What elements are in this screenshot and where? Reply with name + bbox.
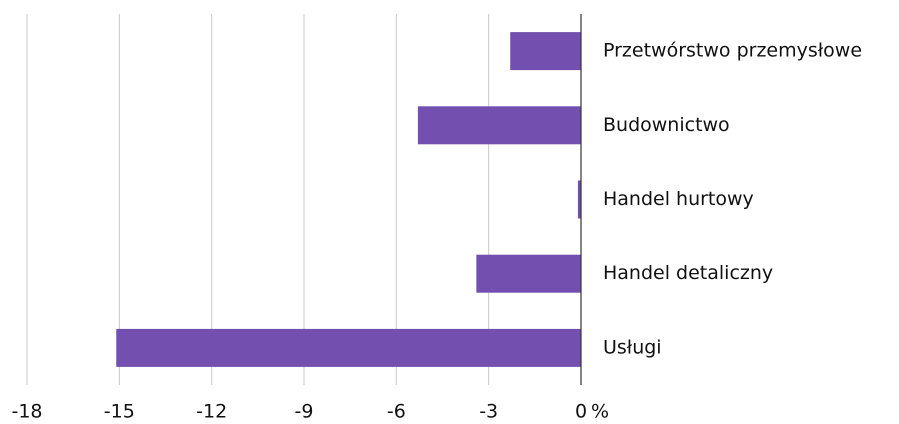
y-tick-label: Handel hurtowy: [603, 188, 754, 210]
x-axis-label: %: [591, 401, 609, 423]
bar: [577, 180, 581, 219]
x-tick-label: -15: [104, 401, 135, 423]
x-tick-label: 0: [575, 401, 587, 423]
bar: [476, 254, 581, 293]
x-tick-label: -6: [387, 401, 406, 423]
y-tick-label: Przetwórstwo przemysłowe: [603, 40, 862, 62]
y-tick-label: Handel detaliczny: [603, 262, 773, 284]
bar: [116, 328, 581, 367]
y-tick-label: Budownictwo: [603, 114, 730, 136]
x-tick-label: -18: [11, 401, 42, 423]
x-tick-label: -12: [196, 401, 227, 423]
x-tick-label: -9: [295, 401, 314, 423]
x-tick-label: -3: [479, 401, 498, 423]
bar: [417, 106, 581, 145]
y-tick-label: Usługi: [603, 336, 662, 358]
bar: [510, 32, 581, 71]
